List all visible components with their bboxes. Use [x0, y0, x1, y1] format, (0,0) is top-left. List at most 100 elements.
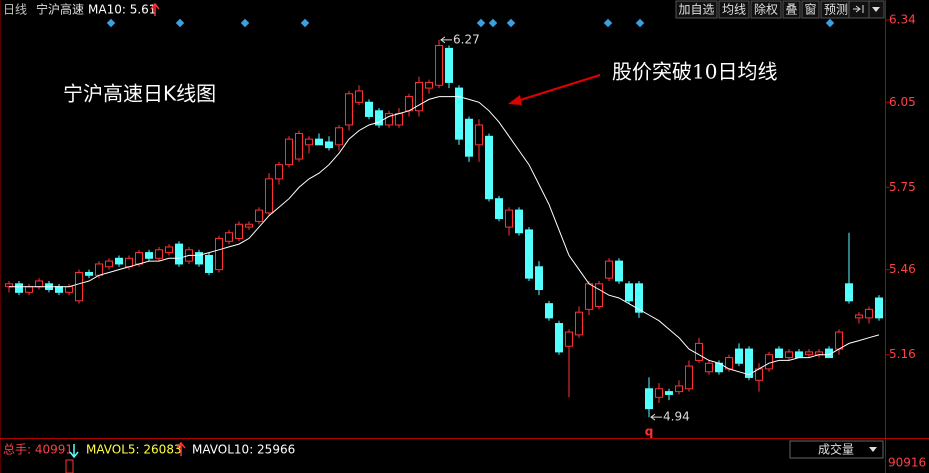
- total-volume: 总手: 40991: [3, 443, 73, 457]
- y-tick-label: 5.16: [889, 347, 916, 361]
- low-flag: q: [645, 425, 654, 439]
- toolbar-label: 叠: [785, 3, 797, 17]
- candle-body: [265, 178, 273, 214]
- toolbar: 加自选 均线 除权叠窗预测: [675, 0, 852, 19]
- period-label: 日线: [3, 3, 27, 17]
- candle-body: [75, 271, 83, 302]
- volume-bar: [65, 459, 74, 473]
- candle-body: [735, 348, 743, 364]
- toolbar-button[interactable]: [782, 0, 801, 19]
- candle-body: [435, 45, 443, 86]
- candle-body: [555, 323, 563, 353]
- extreme-arrow: [440, 36, 452, 44]
- candle-body: [335, 127, 343, 146]
- annotation-arrowhead: [508, 95, 522, 105]
- candle-body: [675, 385, 683, 393]
- ma-label: MA10: 5.61: [88, 3, 156, 17]
- candle-body: [195, 252, 203, 265]
- extreme-arrow: [650, 413, 662, 421]
- volume-axis-label: 90916: [888, 456, 926, 470]
- candle-body: [245, 223, 253, 228]
- candle-body: [575, 311, 583, 336]
- annotation: 股价突破10日均线: [612, 60, 777, 84]
- candle-body: [655, 388, 663, 398]
- event-marker: [476, 18, 486, 28]
- candle-body: [745, 348, 753, 378]
- candle-body: [115, 257, 123, 265]
- candle-body: [315, 138, 323, 146]
- candle-body: [445, 47, 453, 83]
- candle-body: [535, 266, 543, 290]
- candle-body: [545, 303, 553, 319]
- toolbar-button[interactable]: [750, 0, 782, 19]
- up-arrow-icon: [176, 441, 186, 456]
- candle-body: [475, 124, 483, 146]
- candle-body: [775, 348, 783, 359]
- annotation-arrow: [516, 74, 601, 102]
- candle-body: [505, 209, 513, 228]
- toolbar-label: 预测: [824, 3, 848, 17]
- toolbar-button[interactable]: [718, 0, 750, 19]
- candle-body: [125, 257, 133, 268]
- indicator-selector[interactable]: [789, 440, 884, 459]
- candle-body: [325, 141, 333, 149]
- y-tick-label: 6.34: [889, 13, 916, 27]
- candle-body: [175, 243, 183, 265]
- candle-body: [355, 90, 363, 103]
- candle-body: [135, 252, 143, 265]
- candle-body: [705, 362, 713, 373]
- candle-body: [805, 351, 813, 356]
- candle-body: [345, 93, 353, 126]
- candle-body: [305, 138, 313, 146]
- candle-body: [425, 81, 433, 89]
- candle-body: [635, 283, 643, 313]
- candle-body: [25, 286, 33, 293]
- candle-body: [205, 254, 213, 273]
- candle-body: [685, 365, 693, 390]
- candle-body: [65, 286, 73, 293]
- candle-body: [285, 138, 293, 166]
- toolbar-label: 窗: [804, 3, 816, 17]
- candle-body: [395, 113, 403, 126]
- toolbar-label: 除权: [754, 2, 778, 17]
- candle-body: [785, 351, 793, 359]
- candle-body: [215, 237, 223, 271]
- toolbar-button[interactable]: [675, 0, 718, 19]
- candle-body: [375, 110, 383, 126]
- y-tick-label: 6.05: [889, 95, 916, 109]
- mavol10: MAVOL10: 25966: [192, 443, 295, 457]
- extreme-label: 6.27: [453, 32, 480, 46]
- candle-body: [35, 280, 43, 288]
- toolbar-label: 均线: [722, 3, 746, 17]
- candle-body: [585, 283, 593, 310]
- chart-title: 宁沪高速日K线图: [63, 82, 216, 106]
- candle-body: [415, 81, 423, 112]
- stock-name: 宁沪高速: [36, 2, 84, 17]
- candle-body: [695, 342, 703, 361]
- candle-body: [615, 260, 623, 282]
- y-tick-label: 5.75: [889, 180, 916, 194]
- candle-body: [255, 209, 263, 222]
- candle-body: [405, 96, 413, 112]
- toolbar-button[interactable]: [801, 0, 820, 19]
- candle-body: [235, 223, 243, 239]
- ma-line: [9, 96, 880, 376]
- candle-body: [795, 351, 803, 359]
- y-tick-label: 5.46: [889, 262, 916, 276]
- candle-body: [855, 314, 863, 319]
- candle-body: [365, 101, 373, 117]
- candle-body: [105, 260, 113, 268]
- indicator-name: 成交量: [818, 442, 854, 457]
- extreme-label: 4.94: [663, 410, 690, 424]
- up-arrow-icon: [150, 2, 160, 16]
- candle-body: [15, 283, 23, 293]
- candle-body: [845, 283, 853, 302]
- candle-body: [515, 209, 523, 234]
- candle-body: [875, 297, 883, 319]
- candle-body: [85, 271, 93, 276]
- candle-body: [95, 263, 103, 276]
- candle-body: [625, 283, 633, 302]
- candle-body: [595, 283, 603, 308]
